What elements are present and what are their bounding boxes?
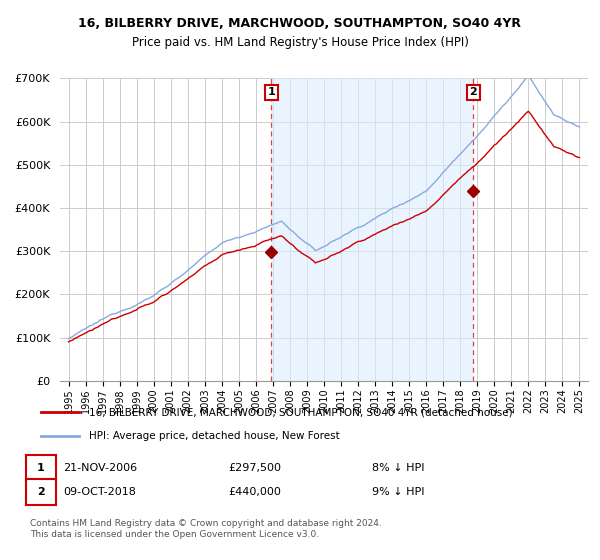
Text: 21-NOV-2006: 21-NOV-2006 (63, 463, 137, 473)
Text: 16, BILBERRY DRIVE, MARCHWOOD, SOUTHAMPTON, SO40 4YR (detached house): 16, BILBERRY DRIVE, MARCHWOOD, SOUTHAMPT… (89, 408, 513, 418)
Text: 16, BILBERRY DRIVE, MARCHWOOD, SOUTHAMPTON, SO40 4YR: 16, BILBERRY DRIVE, MARCHWOOD, SOUTHAMPT… (79, 17, 521, 30)
Text: 09-OCT-2018: 09-OCT-2018 (63, 487, 136, 497)
Text: Price paid vs. HM Land Registry's House Price Index (HPI): Price paid vs. HM Land Registry's House … (131, 36, 469, 49)
Text: 9% ↓ HPI: 9% ↓ HPI (372, 487, 425, 497)
Text: 8% ↓ HPI: 8% ↓ HPI (372, 463, 425, 473)
Text: 1: 1 (268, 87, 275, 97)
Text: £297,500: £297,500 (228, 463, 281, 473)
Text: 1: 1 (37, 463, 44, 473)
Text: 2: 2 (37, 487, 44, 497)
Text: Contains HM Land Registry data © Crown copyright and database right 2024.
This d: Contains HM Land Registry data © Crown c… (30, 520, 382, 539)
Bar (271, 78, 473, 381)
Text: £440,000: £440,000 (228, 487, 281, 497)
Text: HPI: Average price, detached house, New Forest: HPI: Average price, detached house, New … (89, 431, 340, 441)
Text: 2: 2 (469, 87, 477, 97)
